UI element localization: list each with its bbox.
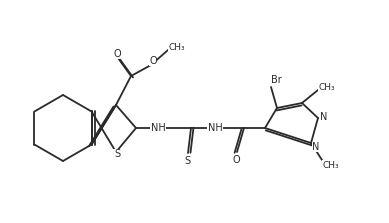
Text: S: S	[184, 156, 190, 166]
Text: NH: NH	[151, 123, 165, 133]
Text: O: O	[113, 49, 121, 59]
Text: NH: NH	[208, 123, 223, 133]
Text: O: O	[149, 56, 157, 66]
Text: CH₃: CH₃	[323, 161, 339, 169]
Text: S: S	[114, 149, 120, 159]
Text: N: N	[320, 112, 328, 122]
Text: CH₃: CH₃	[319, 83, 335, 91]
Text: O: O	[232, 155, 240, 165]
Text: CH₃: CH₃	[169, 43, 185, 52]
Text: Br: Br	[271, 75, 281, 85]
Text: N: N	[312, 142, 320, 152]
